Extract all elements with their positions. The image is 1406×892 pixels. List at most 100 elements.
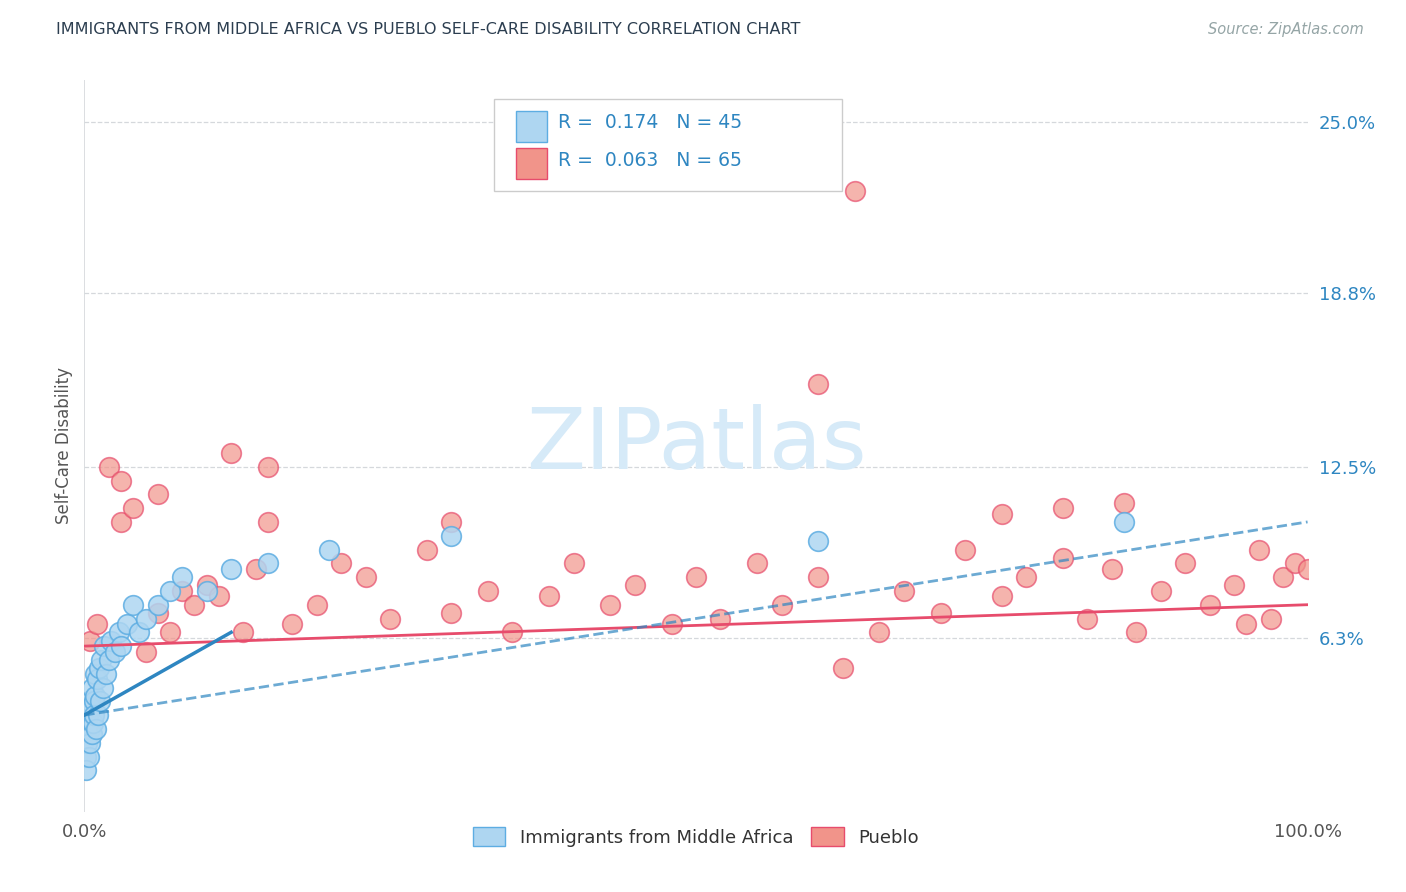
- Point: [440, 606, 463, 620]
- Point: [1198, 598, 1220, 612]
- Point: [1236, 617, 1258, 632]
- Point: [562, 557, 585, 571]
- Point: [97, 653, 120, 667]
- Point: [110, 474, 132, 488]
- Point: [83, 694, 105, 708]
- Text: ZIPatlas: ZIPatlas: [526, 404, 866, 488]
- Point: [257, 459, 280, 474]
- Point: [893, 583, 915, 598]
- Point: [257, 557, 280, 571]
- Point: [844, 184, 866, 198]
- Point: [440, 515, 463, 529]
- Point: [79, 633, 101, 648]
- Point: [86, 617, 108, 632]
- Point: [599, 598, 621, 612]
- Point: [1114, 495, 1136, 509]
- Point: [83, 708, 105, 723]
- Point: [77, 694, 100, 708]
- Point: [1174, 557, 1197, 571]
- Point: [195, 583, 218, 598]
- Point: [122, 501, 145, 516]
- Point: [1125, 625, 1147, 640]
- Point: [1052, 550, 1074, 565]
- Point: [77, 749, 100, 764]
- Point: [77, 708, 100, 723]
- Point: [747, 557, 769, 571]
- Point: [219, 562, 242, 576]
- Point: [416, 542, 439, 557]
- Point: [104, 645, 127, 659]
- Point: [991, 590, 1014, 604]
- Point: [86, 672, 108, 686]
- Point: [991, 507, 1014, 521]
- Point: [1296, 562, 1319, 576]
- Point: [135, 645, 157, 659]
- Point: [281, 617, 304, 632]
- Point: [75, 764, 97, 778]
- Point: [354, 570, 377, 584]
- Point: [709, 611, 731, 625]
- Point: [1260, 611, 1282, 625]
- Point: [1247, 542, 1270, 557]
- Point: [146, 598, 169, 612]
- Point: [1015, 570, 1038, 584]
- Point: [624, 578, 647, 592]
- Point: [79, 722, 101, 736]
- Text: IMMIGRANTS FROM MIDDLE AFRICA VS PUEBLO SELF-CARE DISABILITY CORRELATION CHART: IMMIGRANTS FROM MIDDLE AFRICA VS PUEBLO …: [56, 22, 800, 37]
- Point: [195, 578, 218, 592]
- Point: [953, 542, 976, 557]
- Point: [90, 653, 112, 667]
- Point: [110, 515, 132, 529]
- Point: [440, 529, 463, 543]
- Point: [146, 606, 169, 620]
- Point: [1052, 501, 1074, 516]
- Point: [75, 749, 97, 764]
- Point: [318, 542, 340, 557]
- Point: [84, 689, 107, 703]
- Point: [76, 722, 98, 736]
- Point: [82, 716, 104, 731]
- Point: [91, 681, 114, 695]
- Point: [87, 661, 110, 675]
- Point: [146, 487, 169, 501]
- Point: [807, 376, 830, 391]
- Point: [97, 459, 120, 474]
- Point: [305, 598, 328, 612]
- Point: [115, 617, 138, 632]
- Point: [1114, 515, 1136, 529]
- Point: [80, 681, 103, 695]
- Point: [770, 598, 793, 612]
- Point: [929, 606, 952, 620]
- Point: [110, 639, 132, 653]
- Point: [159, 625, 181, 640]
- Point: [159, 583, 181, 598]
- Point: [107, 625, 129, 640]
- Point: [538, 590, 561, 604]
- Point: [1150, 583, 1173, 598]
- Point: [100, 633, 122, 648]
- Point: [1272, 570, 1295, 584]
- Point: [245, 562, 267, 576]
- Point: [1101, 562, 1123, 576]
- Point: [80, 699, 103, 714]
- Point: [208, 590, 231, 604]
- Point: [172, 570, 194, 584]
- Point: [83, 666, 105, 681]
- Text: R =  0.174   N = 45: R = 0.174 N = 45: [558, 113, 742, 132]
- Point: [661, 617, 683, 632]
- Point: [807, 534, 830, 549]
- Point: [89, 694, 111, 708]
- Point: [502, 625, 524, 640]
- Point: [93, 639, 115, 653]
- Point: [135, 611, 157, 625]
- Text: R =  0.063   N = 65: R = 0.063 N = 65: [558, 151, 742, 169]
- Point: [477, 583, 499, 598]
- Point: [807, 570, 830, 584]
- Y-axis label: Self-Care Disability: Self-Care Disability: [55, 368, 73, 524]
- Point: [685, 570, 707, 584]
- Point: [869, 625, 891, 640]
- Point: [1076, 611, 1098, 625]
- Point: [76, 736, 98, 750]
- Point: [96, 666, 118, 681]
- Point: [257, 515, 280, 529]
